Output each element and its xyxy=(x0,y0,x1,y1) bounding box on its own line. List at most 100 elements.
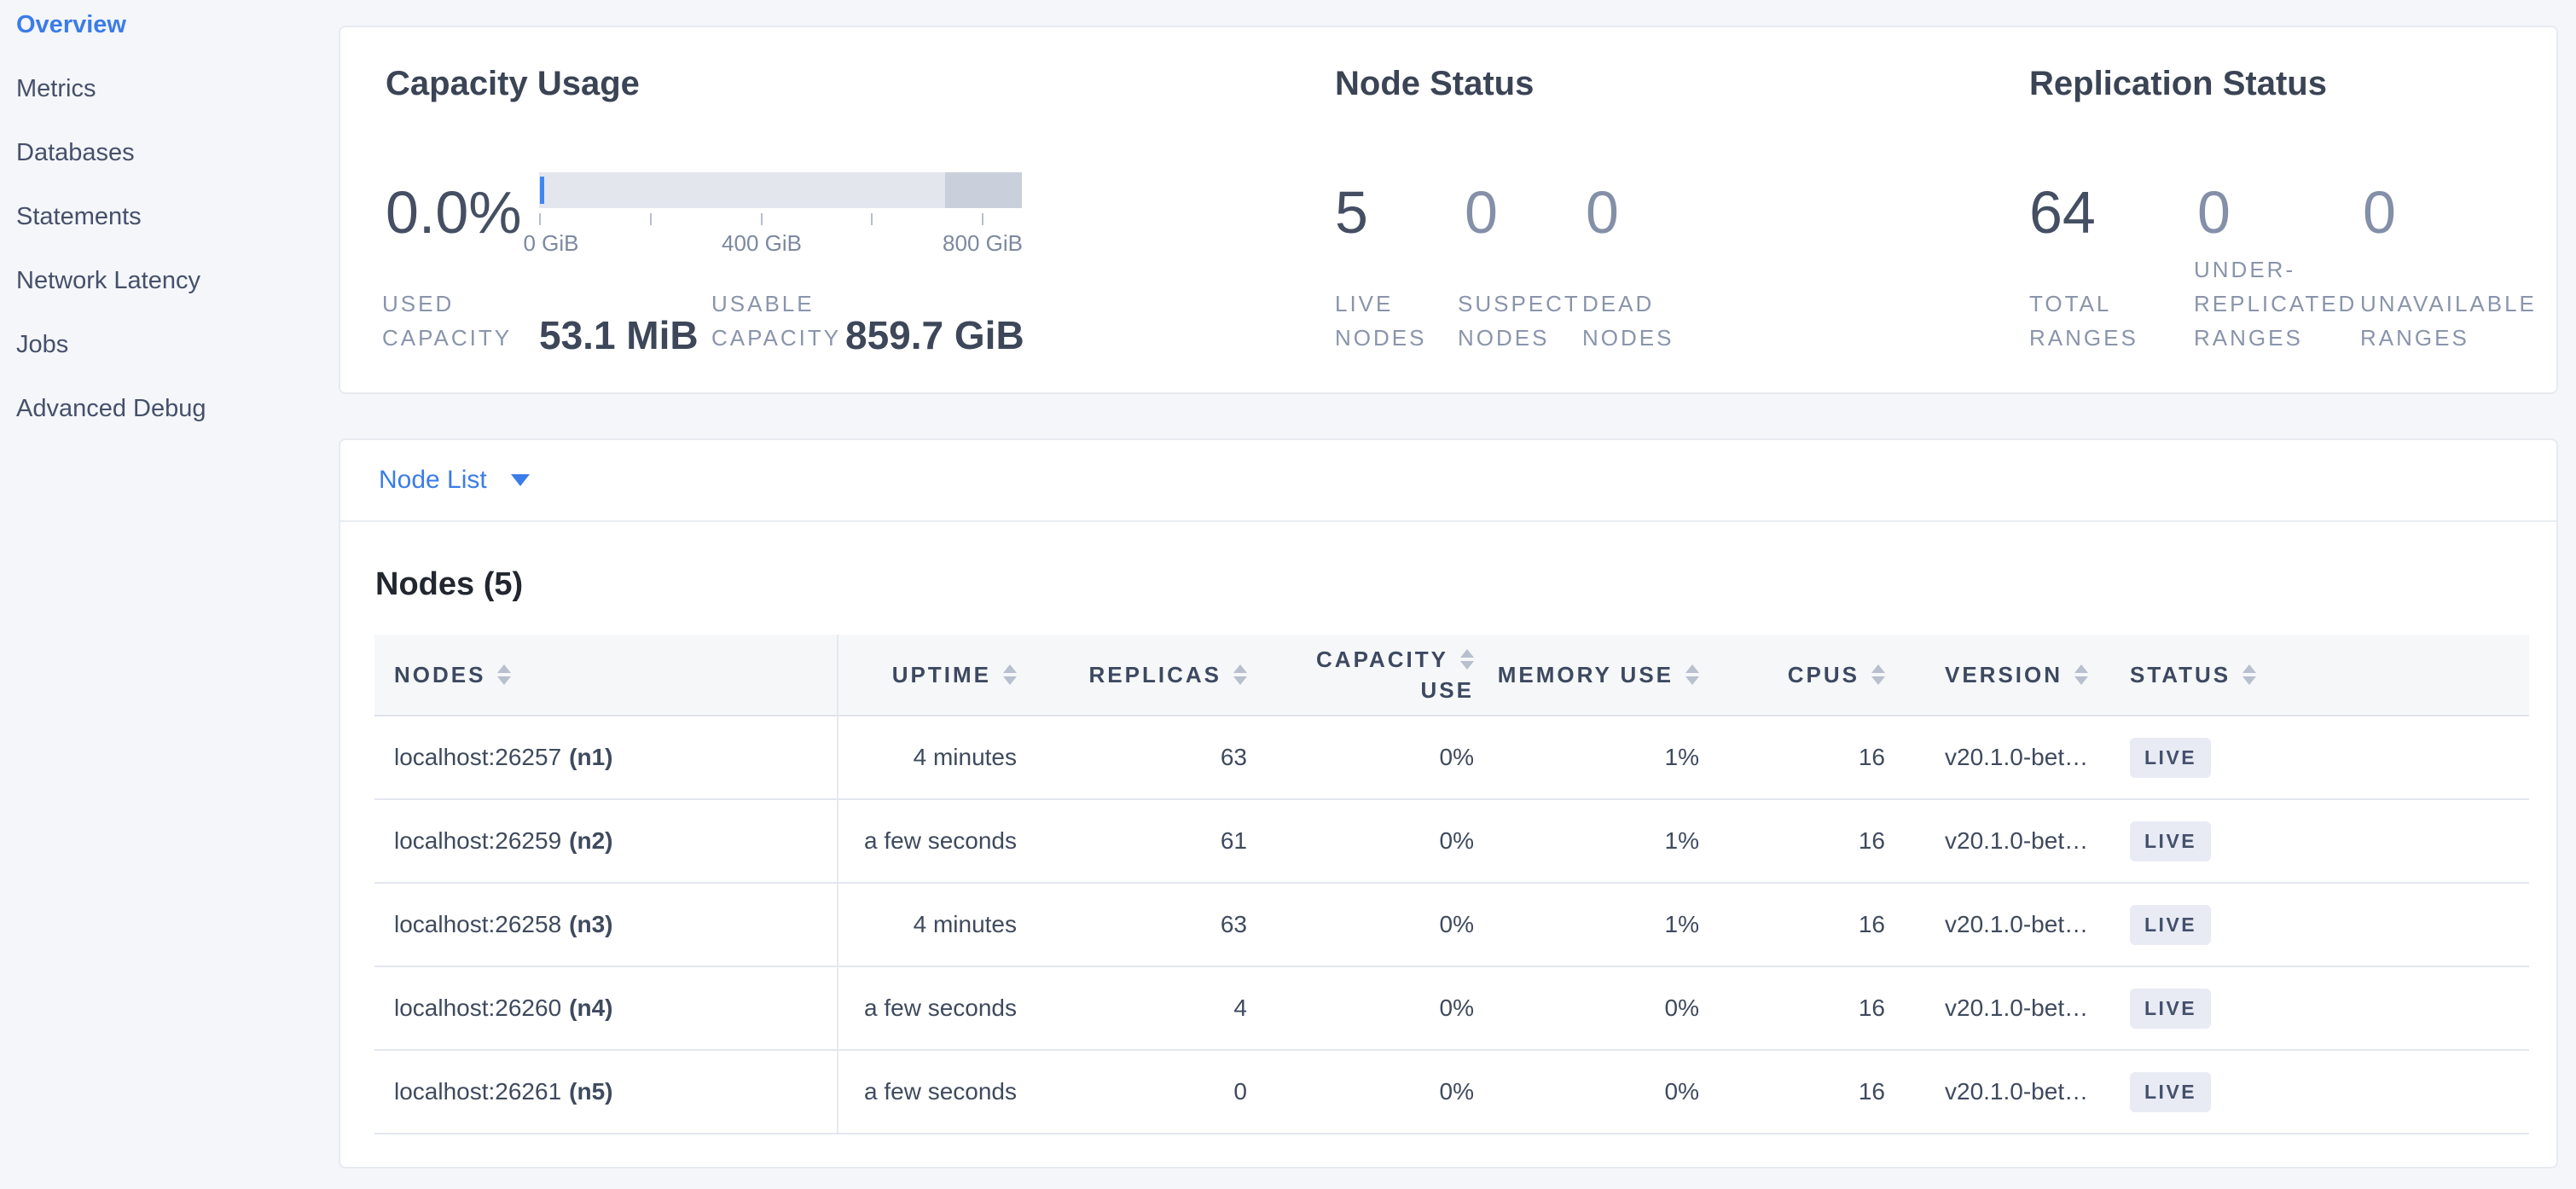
cluster-summary-card: Capacity Usage 0.0% 0 GiB 400 GiB 800 Gi… xyxy=(339,26,2558,394)
uptime-cell: a few seconds xyxy=(838,966,1017,1051)
live-nodes-label: LIVE NODES xyxy=(1335,291,1427,351)
capacity-percent: 0.0% xyxy=(386,179,522,246)
sidebar-item-network-latency[interactable]: Network Latency xyxy=(16,267,200,294)
axis-label-800gib: 800 GiB xyxy=(943,230,1023,256)
cpus-cell: 16 xyxy=(1699,966,1885,1051)
sort-icon[interactable] xyxy=(1685,664,1699,685)
sort-icon[interactable] xyxy=(1871,664,1885,685)
cpus-cell: 16 xyxy=(1699,883,1885,967)
sidebar-item-overview[interactable]: Overview xyxy=(16,11,126,38)
sidebar-item-metrics[interactable]: Metrics xyxy=(16,75,96,102)
cpus-cell: 16 xyxy=(1699,1050,1885,1134)
axis-label-400gib: 400 GiB xyxy=(722,230,802,256)
status-badge: LIVE xyxy=(2130,988,2212,1029)
sidebar-item-advanced-debug[interactable]: Advanced Debug xyxy=(16,395,206,422)
axis-tick xyxy=(871,213,873,225)
capacity-use-cell: 0% xyxy=(1247,799,1474,884)
column-header-version[interactable]: VERSION xyxy=(1885,635,2130,716)
version-cell: v20.1.0-bet… xyxy=(1885,966,2130,1051)
column-header-uptime[interactable]: UPTIME xyxy=(838,635,1017,716)
axis-tick xyxy=(761,213,763,225)
node-list-card: Node List Nodes (5) NODES UPTIME REPLICA… xyxy=(339,438,2558,1169)
suspect-nodes-count: 0 xyxy=(1465,179,1498,246)
version-cell: v20.1.0-bet… xyxy=(1885,883,2130,967)
sort-icon[interactable] xyxy=(2074,664,2089,685)
memory-use-cell: 1% xyxy=(1474,716,1699,800)
node-id: (n2) xyxy=(569,827,613,854)
total-ranges-label: TOTAL RANGES xyxy=(2029,291,2138,351)
table-row: localhost:26258 (n3) 4 minutes 63 0% 1% 1… xyxy=(374,883,2529,967)
status-badge: LIVE xyxy=(2130,737,2212,778)
used-capacity-value: 53.1 MiB xyxy=(539,313,699,357)
nodes-table: NODES UPTIME REPLICAS CAPACITY USE xyxy=(374,635,2529,1134)
capacity-bar-other-segment xyxy=(945,172,1022,208)
memory-use-cell: 1% xyxy=(1474,883,1699,967)
sort-icon[interactable] xyxy=(497,664,512,685)
uptime-cell: 4 minutes xyxy=(838,716,1017,800)
version-cell: v20.1.0-bet… xyxy=(1885,1050,2130,1134)
capacity-bar-chart: 0 GiB 400 GiB 800 GiB xyxy=(523,172,1023,275)
node-id: (n3) xyxy=(569,911,613,937)
axis-tick xyxy=(650,213,652,225)
node-list-header-row: Node List xyxy=(340,440,2556,522)
node-list-dropdown[interactable]: Node List xyxy=(379,466,530,495)
column-header-memory-use[interactable]: MEMORY USE xyxy=(1474,635,1699,716)
node-status-title: Node Status xyxy=(1335,65,1535,102)
capacity-use-cell: 0% xyxy=(1247,1050,1474,1134)
replicas-cell: 63 xyxy=(1017,716,1247,800)
unavailable-ranges-label: UNAVAILABLE RANGES xyxy=(2360,291,2537,351)
uptime-cell: a few seconds xyxy=(838,799,1017,884)
dead-nodes-count: 0 xyxy=(1586,179,1619,246)
memory-use-cell: 1% xyxy=(1474,799,1699,884)
under-replicated-count: 0 xyxy=(2197,179,2231,246)
column-header-nodes[interactable]: NODES xyxy=(374,635,838,716)
version-cell: v20.1.0-bet… xyxy=(1885,799,2130,884)
replication-status-title: Replication Status xyxy=(2029,65,2327,102)
column-header-capacity-use[interactable]: CAPACITY USE xyxy=(1247,635,1474,716)
column-header-replicas[interactable]: REPLICAS xyxy=(1017,635,1247,716)
column-label: USE xyxy=(1420,677,1474,703)
column-header-cpus[interactable]: CPUS xyxy=(1699,635,1885,716)
used-capacity-label: USED CAPACITY xyxy=(382,291,513,351)
sidebar-item-jobs[interactable]: Jobs xyxy=(16,331,69,358)
table-row: localhost:26260 (n4) a few seconds 4 0% 0… xyxy=(374,966,2529,1051)
node-id: (n5) xyxy=(569,1078,613,1105)
replicas-cell: 0 xyxy=(1017,1050,1247,1134)
status-cell: LIVE xyxy=(2130,1050,2529,1134)
replicas-cell: 61 xyxy=(1017,799,1247,884)
sidebar-item-databases[interactable]: Databases xyxy=(16,139,135,166)
node-id: (n4) xyxy=(569,995,613,1021)
version-cell: v20.1.0-bet… xyxy=(1885,716,2130,800)
memory-use-cell: 0% xyxy=(1474,966,1699,1051)
status-cell: LIVE xyxy=(2130,883,2529,967)
column-label: STATUS xyxy=(2130,661,2231,687)
cpus-cell: 16 xyxy=(1699,716,1885,800)
sidebar-item-statements[interactable]: Statements xyxy=(16,203,142,230)
live-nodes-count: 5 xyxy=(1335,179,1368,246)
status-badge: LIVE xyxy=(2130,1071,2212,1112)
sort-icon[interactable] xyxy=(1233,664,1247,685)
replicas-cell: 4 xyxy=(1017,966,1247,1051)
axis-label-0gib: 0 GiB xyxy=(523,230,579,256)
capacity-bar-used-marker xyxy=(540,177,544,204)
capacity-use-cell: 0% xyxy=(1247,883,1474,967)
sort-icon[interactable] xyxy=(2242,664,2257,685)
table-row: localhost:26257 (n1) 4 minutes 63 0% 1% 1… xyxy=(374,716,2529,800)
unavailable-ranges-count: 0 xyxy=(2363,179,2396,246)
node-address-cell: localhost:26259 (n2) xyxy=(374,799,838,884)
cpus-cell: 16 xyxy=(1699,799,1885,884)
axis-tick xyxy=(982,213,983,225)
status-badge: LIVE xyxy=(2130,904,2212,945)
column-label: MEMORY USE xyxy=(1497,661,1674,687)
node-address-cell: localhost:26257 (n1) xyxy=(374,716,838,800)
status-cell: LIVE xyxy=(2130,799,2529,884)
capacity-use-cell: 0% xyxy=(1247,716,1474,800)
sort-icon[interactable] xyxy=(1460,649,1474,670)
column-label: UPTIME xyxy=(891,661,991,687)
column-header-status[interactable]: STATUS xyxy=(2130,635,2529,716)
total-ranges-count: 64 xyxy=(2029,179,2096,246)
capacity-use-cell: 0% xyxy=(1247,966,1474,1051)
sort-icon[interactable] xyxy=(1003,664,1017,685)
capacity-bar-usable-segment xyxy=(539,172,945,208)
nodes-count-heading: Nodes (5) xyxy=(375,566,524,602)
